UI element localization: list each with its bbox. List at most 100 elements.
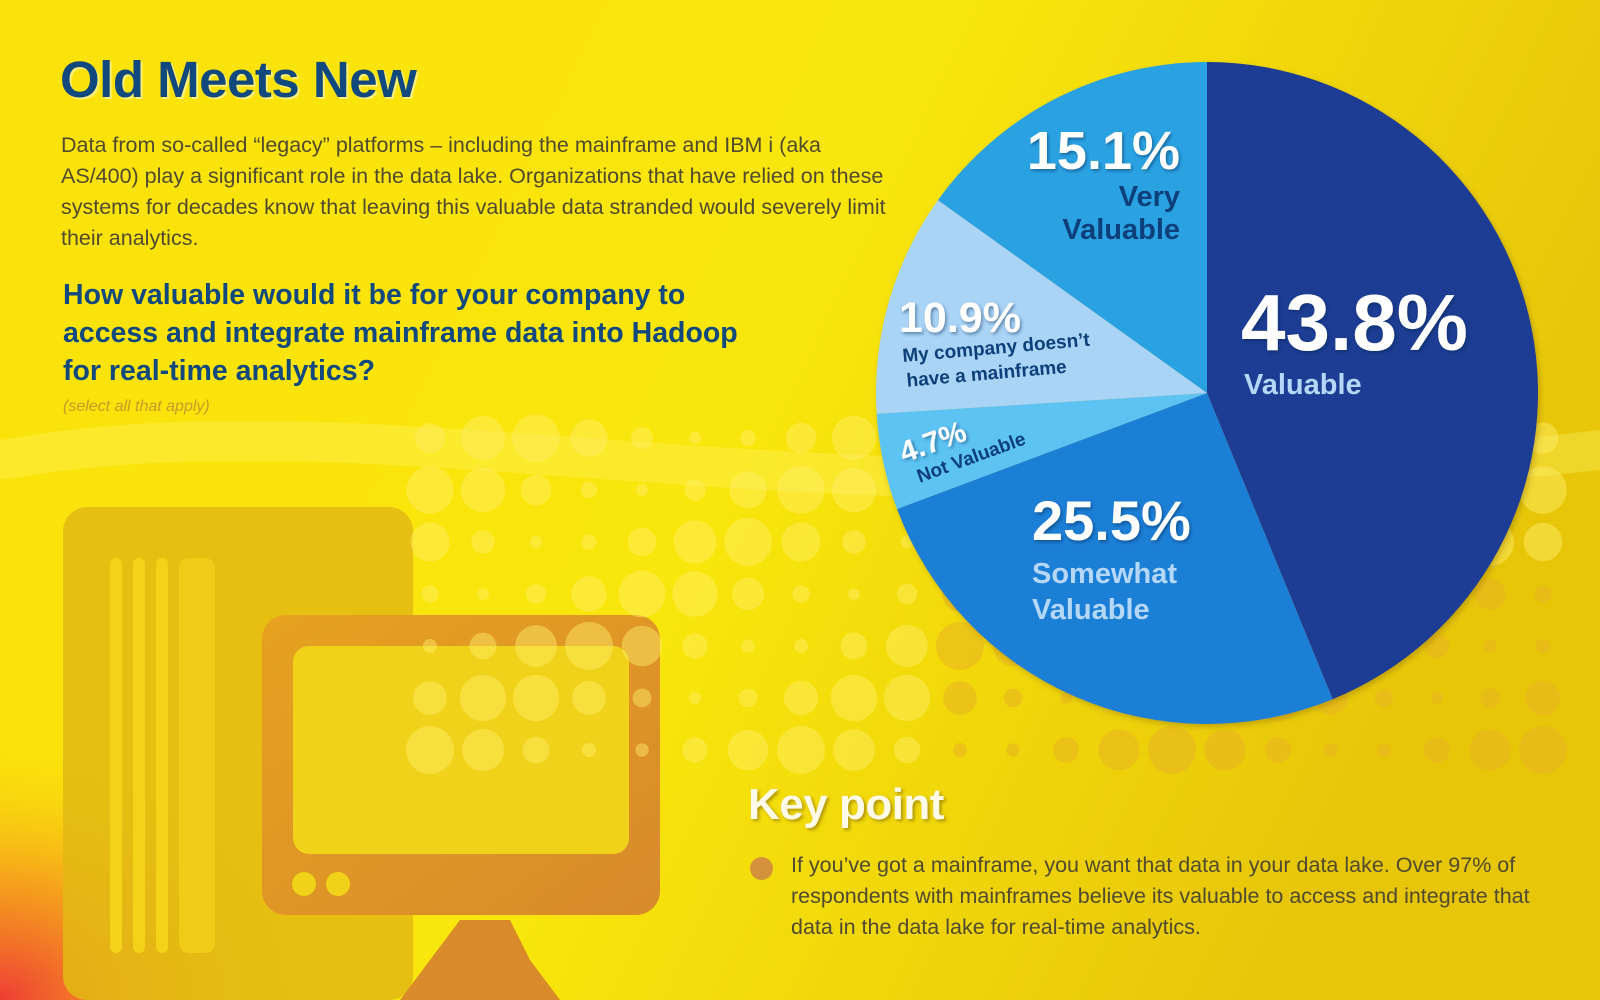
decor-dot [1324,743,1338,757]
decor-dot [777,726,825,774]
decor-dot [684,479,706,501]
decor-dot [415,423,445,453]
decor-dot [565,622,613,670]
decor-dot [627,527,657,557]
decor-dot [831,415,877,461]
pie-slice-somewhat-valuable [897,393,1333,724]
decor-dot [727,729,769,771]
slice-label-somewhat-line1: Somewhat [1032,558,1177,590]
pie-slice-valuable [1207,62,1539,700]
decor-dot [830,674,878,722]
decor-dot [1534,585,1552,603]
decor-dot [635,743,649,757]
decor-dot [469,632,497,660]
decor-dot [1431,692,1443,704]
decor-dot [738,688,758,708]
decor-dot [785,422,817,454]
decor-dot [1424,737,1450,763]
decor-dot [580,481,598,499]
decor-dot [1204,729,1246,771]
decor-dot [840,632,868,660]
decor-dot [1519,466,1567,514]
slice-label-somewhat-line2: Valuable [1032,594,1150,626]
decor-dot [731,577,765,611]
decor-dot [1535,638,1551,654]
decor-dot [893,736,921,764]
decor-dot [1469,729,1511,771]
decor-dot [581,742,597,758]
decor-dot [793,638,809,654]
decor-dot [682,737,708,763]
survey-question: How valuable would it be for your compan… [63,279,738,387]
decor-dot [783,680,819,716]
decor-dot [581,534,597,550]
decor-dot [883,674,931,722]
decor-dot [682,633,708,659]
decor-dot [1060,692,1072,704]
decor-dot [1483,639,1497,653]
pie-slice-no-mainframe [876,200,1207,414]
pct-label-no-mainframe: 10.9% [899,294,1021,342]
decor-dot [635,483,649,497]
decor-dot [410,522,450,562]
decor-dot [1098,729,1140,771]
decor-dot [512,674,560,722]
pie-slice-not-valuable [876,393,1207,510]
pct-label-somewhat-valuable: 25.5% [1032,489,1191,552]
decor-dot [1480,688,1500,708]
decor-dot [848,588,860,600]
decor-dot [631,427,653,449]
decor-dot [953,743,967,757]
decor-dot [689,692,701,704]
decor-dot [526,584,546,604]
decor-dot [512,414,560,462]
decor-dot [943,681,977,715]
decor-dot [423,639,437,653]
decor-dot [740,430,756,446]
decor-dot [471,530,495,554]
monitor-illustration [262,615,660,1000]
decor-dot [460,467,506,513]
decor-dot [515,625,557,667]
decor-dot [406,726,454,774]
pct-label-very-valuable: 15.1% [1027,121,1180,181]
decor-dot [1003,688,1023,708]
intro-paragraph: Data from so-called “legacy” platforms –… [61,133,886,250]
decor-dot [673,520,717,564]
decor-dot [896,583,918,605]
decor-dot [1006,743,1020,757]
decor-dot [459,674,507,722]
slice-label-very-line2: Valuable [1062,214,1180,246]
decor-dot [792,585,810,603]
decor-dot [522,736,550,764]
pie-slice-very-valuable [937,62,1207,393]
decor-dot [1519,726,1567,774]
slice-label-valuable: Valuable [1244,369,1362,401]
decor-dot [520,474,552,506]
page-title: Old Meets New [60,51,417,108]
select-note: (select all that apply) [63,398,210,415]
decor-dot [618,570,666,618]
decor-dot [781,522,821,562]
decor-dot [572,681,606,715]
decor-dot [741,639,755,653]
decor-dot [831,467,877,513]
decor-dot [1264,736,1292,764]
decor-dot [729,471,767,509]
decor-dot [462,729,504,771]
decor-dot [886,625,928,667]
decor-dot [1377,743,1391,757]
decor-dot [461,416,505,460]
decor-dot [570,419,608,457]
decor-dot [672,571,718,617]
decor-dot [621,625,663,667]
decor-dot [777,466,825,514]
decor-dot [632,688,652,708]
pct-label-valuable: 43.8% [1241,278,1468,367]
decor-dot [571,576,607,612]
bullet-dot [750,857,773,880]
decor-dot [1474,578,1506,610]
decor-dot [724,518,772,566]
keypoint-text: If you’ve got a mainframe, you want that… [791,853,1530,939]
